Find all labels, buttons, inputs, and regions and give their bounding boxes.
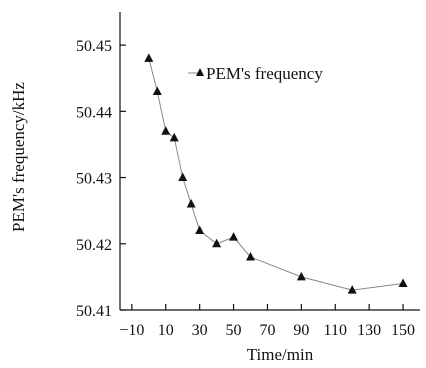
data-point-marker (246, 252, 256, 261)
x-axis-title: Time/min (247, 345, 314, 364)
data-point-marker (229, 232, 239, 241)
x-tick-label: 10 (158, 322, 174, 339)
data-point-marker (144, 53, 154, 62)
data-point-marker (195, 225, 205, 235)
y-tick-label: 50.41 (76, 303, 112, 320)
x-tick-label: 70 (259, 322, 275, 339)
plot-area: 50.41 50.42 50.43 50.44 50.45 −10 10 30 50 70 90 1… (76, 12, 420, 339)
data-point-marker (398, 278, 408, 288)
y-tick-label: 50.45 (76, 38, 112, 55)
legend-marker (196, 68, 204, 76)
data-point-marker (152, 86, 162, 95)
data-point-marker (161, 126, 171, 135)
series-layer (144, 53, 408, 294)
x-tick-label: −10 (119, 322, 144, 339)
x-tick-label: 150 (391, 322, 415, 339)
y-tick-label: 50.42 (76, 237, 112, 254)
x-tick-label: 90 (293, 322, 309, 339)
series-line (148, 58, 404, 291)
data-point-marker (186, 199, 196, 208)
x-tick-label: 110 (324, 322, 347, 339)
data-point-marker (169, 132, 179, 142)
x-ticks: −10 10 30 50 70 90 110 130 150 (119, 304, 415, 339)
y-tick-label: 50.44 (76, 104, 112, 121)
y-ticks: 50.41 50.42 50.43 50.44 50.45 (76, 38, 126, 320)
x-tick-label: 50 (226, 322, 242, 339)
legend-label: PEM's frequency (206, 64, 323, 83)
data-point-marker (296, 271, 306, 281)
y-tick-label: 50.43 (76, 171, 112, 188)
x-tick-label: 30 (192, 322, 208, 339)
y-axis-title: PEM's frequency/kHz (9, 82, 28, 232)
legend: PEM's frequency (188, 64, 323, 83)
x-tick-label: 130 (357, 322, 381, 339)
data-point-marker (347, 285, 357, 294)
data-point-marker (212, 238, 222, 248)
data-point-marker (178, 172, 188, 182)
